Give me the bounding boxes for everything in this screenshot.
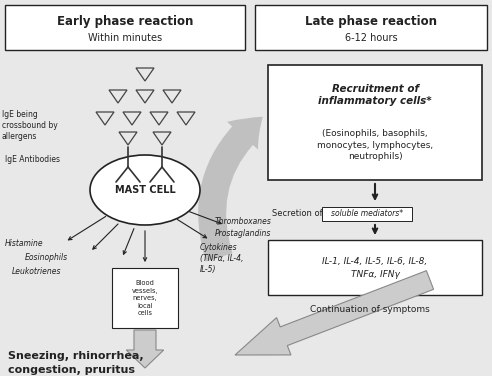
Text: Early phase reaction: Early phase reaction: [57, 15, 193, 29]
Polygon shape: [136, 68, 154, 81]
Text: IL-1, IL-4, IL-5, IL-6, IL-8,
TNFα, IFNγ: IL-1, IL-4, IL-5, IL-6, IL-8, TNFα, IFNγ: [322, 257, 428, 279]
Text: Thromboxanes: Thromboxanes: [215, 217, 272, 226]
Polygon shape: [150, 112, 168, 125]
Text: MAST CELL: MAST CELL: [115, 185, 175, 195]
Text: Sneezing, rhinorrhea,: Sneezing, rhinorrhea,: [8, 351, 144, 361]
Text: Blood
vessels,
nerves,
local
cells: Blood vessels, nerves, local cells: [132, 280, 158, 316]
Text: congestion, pruritus: congestion, pruritus: [8, 365, 135, 375]
Text: soluble mediators*: soluble mediators*: [331, 209, 403, 218]
Text: Leukotrienes: Leukotrienes: [12, 267, 62, 276]
Polygon shape: [96, 112, 114, 125]
Text: Continuation of symptoms: Continuation of symptoms: [310, 305, 430, 314]
Text: Recruitment of
inflammatory cells*: Recruitment of inflammatory cells*: [318, 84, 432, 106]
Polygon shape: [163, 90, 181, 103]
FancyBboxPatch shape: [322, 207, 412, 221]
FancyBboxPatch shape: [5, 5, 245, 50]
Text: Prostaglandins: Prostaglandins: [215, 229, 272, 238]
FancyBboxPatch shape: [268, 65, 482, 180]
Polygon shape: [119, 132, 137, 145]
Text: Cytokines
(TNFα, IL-4,
IL-5): Cytokines (TNFα, IL-4, IL-5): [200, 243, 244, 274]
Text: IgE being
crossbound by
allergens: IgE being crossbound by allergens: [2, 110, 58, 141]
Text: (Eosinophils, basophils,
monocytes, lymphocytes,
neutrophils): (Eosinophils, basophils, monocytes, lymp…: [317, 129, 433, 161]
Polygon shape: [109, 90, 127, 103]
Polygon shape: [235, 271, 433, 355]
Text: Eosinophils: Eosinophils: [25, 253, 68, 261]
FancyBboxPatch shape: [255, 5, 487, 50]
Polygon shape: [177, 112, 195, 125]
FancyBboxPatch shape: [268, 240, 482, 295]
FancyBboxPatch shape: [112, 268, 178, 328]
Polygon shape: [136, 90, 154, 103]
Text: IgE Antibodies: IgE Antibodies: [5, 156, 60, 165]
Polygon shape: [153, 132, 171, 145]
Text: Histamine: Histamine: [5, 238, 44, 247]
Text: 6-12 hours: 6-12 hours: [345, 33, 398, 43]
Text: Within minutes: Within minutes: [88, 33, 162, 43]
Text: Secretion of: Secretion of: [272, 209, 325, 218]
Text: Late phase reaction: Late phase reaction: [305, 15, 437, 29]
Polygon shape: [126, 330, 164, 368]
Polygon shape: [123, 112, 141, 125]
Ellipse shape: [90, 155, 200, 225]
FancyArrowPatch shape: [198, 117, 263, 261]
